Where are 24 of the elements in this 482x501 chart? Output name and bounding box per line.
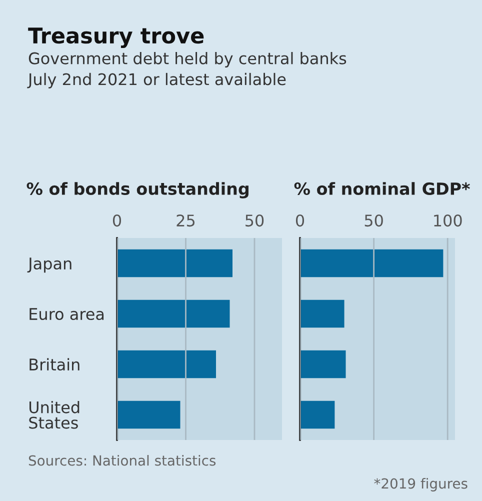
y-tick-label: United States bbox=[29, 400, 80, 429]
bar bbox=[300, 249, 444, 278]
source-note: Sources: National statistics bbox=[28, 455, 216, 466]
x-tick-label: 0 bbox=[112, 214, 122, 227]
bar bbox=[117, 249, 232, 278]
bar bbox=[300, 300, 344, 328]
x-tick-label: 50 bbox=[246, 214, 264, 227]
x-tick-label: 50 bbox=[364, 214, 383, 227]
y-tick-label: Euro area bbox=[30, 308, 104, 320]
bar bbox=[300, 350, 346, 378]
x-tick-label: 0 bbox=[296, 214, 304, 227]
bar bbox=[300, 400, 335, 429]
x-axis-title: % of bonds outstanding bbox=[26, 182, 248, 198]
y-tick-label: Britain bbox=[30, 358, 80, 371]
chart-subtitle: Government debt held by central banks July 2nd 2021 or latest available bbox=[27, 52, 346, 88]
x-tick-label: 25 bbox=[176, 214, 195, 227]
bar bbox=[117, 400, 180, 429]
text: *2019 figures bbox=[374, 478, 468, 492]
bar bbox=[117, 350, 216, 378]
chart-title: Treasury trove bbox=[28, 28, 204, 48]
bar bbox=[117, 300, 230, 328]
x-axis-title: % of nominal GDP* bbox=[294, 182, 470, 195]
x-tick-label: 100 bbox=[434, 214, 462, 227]
y-tick-label: Japan bbox=[27, 258, 72, 273]
